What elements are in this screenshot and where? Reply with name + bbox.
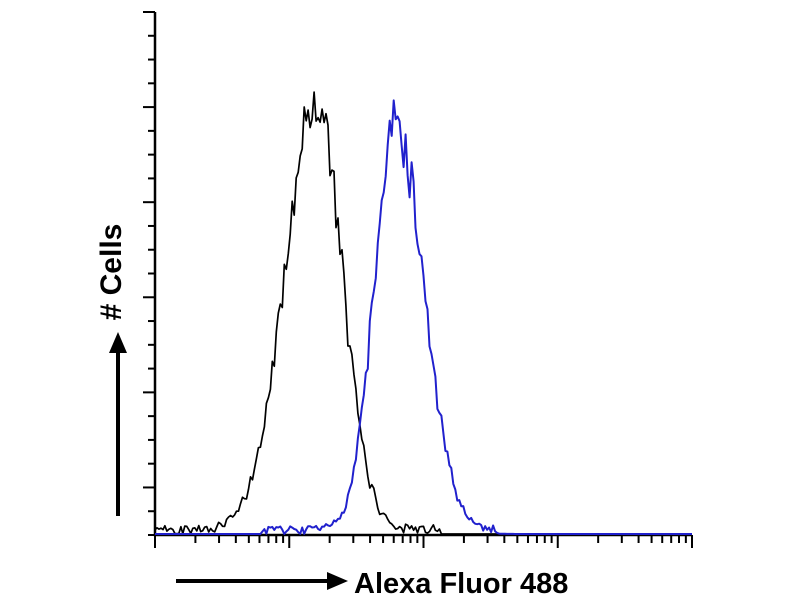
curve-blue-histogram xyxy=(155,99,692,535)
x-axis-label: Alexa Fluor 488 xyxy=(354,568,569,600)
y-axis-arrow-icon xyxy=(109,332,127,516)
curve-black-histogram xyxy=(154,91,692,535)
y-axis-label: # Cells xyxy=(95,223,128,321)
x-axis-arrow-icon xyxy=(176,572,348,590)
